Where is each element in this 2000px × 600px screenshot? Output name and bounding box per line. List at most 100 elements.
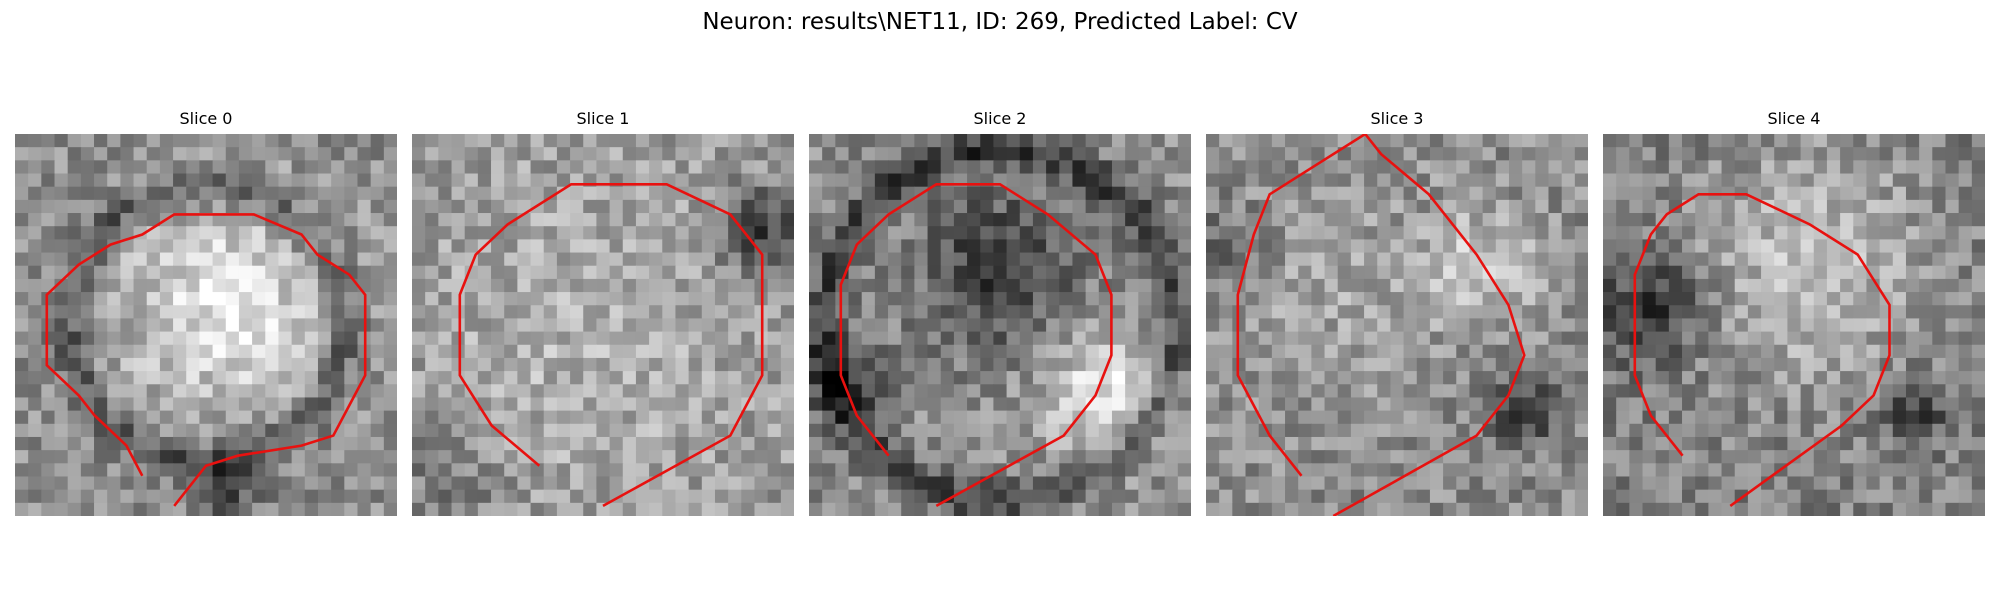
pixel: [767, 502, 782, 516]
pixel: [835, 226, 850, 240]
pixel: [1561, 397, 1576, 412]
pixel: [888, 318, 902, 333]
pixel: [1390, 344, 1405, 359]
pixel: [1574, 318, 1588, 333]
pixel: [1495, 450, 1510, 464]
pixel: [1603, 357, 1617, 372]
pixel: [1535, 463, 1550, 478]
pixel: [1151, 450, 1166, 464]
pixel: [54, 489, 69, 504]
pixel: [1734, 371, 1749, 385]
pixel: [173, 305, 187, 320]
pixel: [530, 476, 545, 491]
pixel: [1046, 384, 1060, 399]
pixel: [1548, 397, 1563, 412]
pixel: [861, 213, 876, 227]
pixel: [1456, 423, 1471, 438]
pixel: [1734, 292, 1749, 306]
pixel: [662, 239, 677, 254]
pixel: [133, 199, 148, 214]
pixel: [1892, 489, 1907, 504]
pixel: [173, 450, 187, 464]
pixel: [649, 160, 663, 175]
pixel: [662, 450, 677, 464]
pixel: [1059, 410, 1074, 425]
pixel: [491, 450, 505, 464]
pixel: [1616, 226, 1630, 240]
pixel: [278, 502, 293, 516]
pixel: [173, 357, 187, 372]
pixel: [107, 357, 121, 372]
pixel: [1495, 384, 1510, 399]
pixel: [304, 344, 319, 359]
pixel: [412, 199, 426, 214]
pixel: [583, 213, 598, 227]
pixel: [159, 384, 174, 399]
pixel: [1721, 305, 1736, 320]
pixel: [1232, 436, 1247, 451]
pixel: [675, 463, 690, 478]
pixel: [1508, 199, 1523, 214]
pixel: [1761, 436, 1775, 451]
pixel: [357, 265, 372, 280]
pixel: [425, 423, 439, 438]
pixel: [517, 147, 532, 161]
pixel: [1971, 489, 1985, 504]
pixel: [15, 331, 29, 346]
pixel: [1629, 147, 1644, 161]
pixel: [265, 436, 280, 451]
pixel: [159, 344, 174, 359]
pixel: [1971, 186, 1985, 201]
pixel: [133, 160, 148, 175]
pixel: [1311, 292, 1326, 306]
pixel: [1046, 147, 1060, 161]
pixel: [1138, 463, 1153, 478]
pixel: [688, 226, 703, 240]
pixel: [649, 199, 663, 214]
pixel: [370, 371, 385, 385]
pixel: [888, 436, 902, 451]
pixel: [1390, 292, 1405, 306]
pixel: [238, 305, 253, 320]
pixel: [1695, 265, 1709, 280]
pixel: [278, 331, 293, 346]
pixel: [1177, 186, 1191, 201]
pixel: [15, 397, 29, 412]
pixel: [1232, 173, 1247, 188]
pixel: [1932, 423, 1947, 438]
pixel: [252, 384, 266, 399]
pixel: [1932, 199, 1947, 214]
pixel: [1958, 134, 1973, 148]
pixel: [649, 305, 663, 320]
pixel: [1905, 292, 1920, 306]
pixel: [967, 423, 981, 438]
pixel: [556, 384, 571, 399]
pixel: [675, 278, 690, 293]
pixel: [1747, 410, 1762, 425]
pixel: [225, 384, 240, 399]
pixel: [556, 371, 571, 385]
pixel: [304, 463, 319, 478]
pixel: [1813, 252, 1828, 267]
pixel: [1695, 463, 1709, 478]
pixel: [767, 476, 782, 491]
pixel: [741, 423, 756, 438]
pixel: [1443, 397, 1457, 412]
pixel: [28, 344, 42, 359]
pixel: [1059, 213, 1074, 227]
pixel: [80, 292, 95, 306]
pixel: [1734, 357, 1749, 372]
pixel: [1932, 410, 1947, 425]
pixel: [728, 292, 742, 306]
pixel: [622, 147, 637, 161]
pixel: [1668, 226, 1683, 240]
pixel: [1535, 344, 1550, 359]
pixel: [675, 489, 690, 504]
pixel: [304, 410, 319, 425]
pixel: [80, 318, 95, 333]
pixel: [317, 305, 332, 320]
pixel: [848, 331, 863, 346]
pixel: [1403, 450, 1418, 464]
pixel: [1390, 199, 1405, 214]
pixel: [1072, 278, 1087, 293]
